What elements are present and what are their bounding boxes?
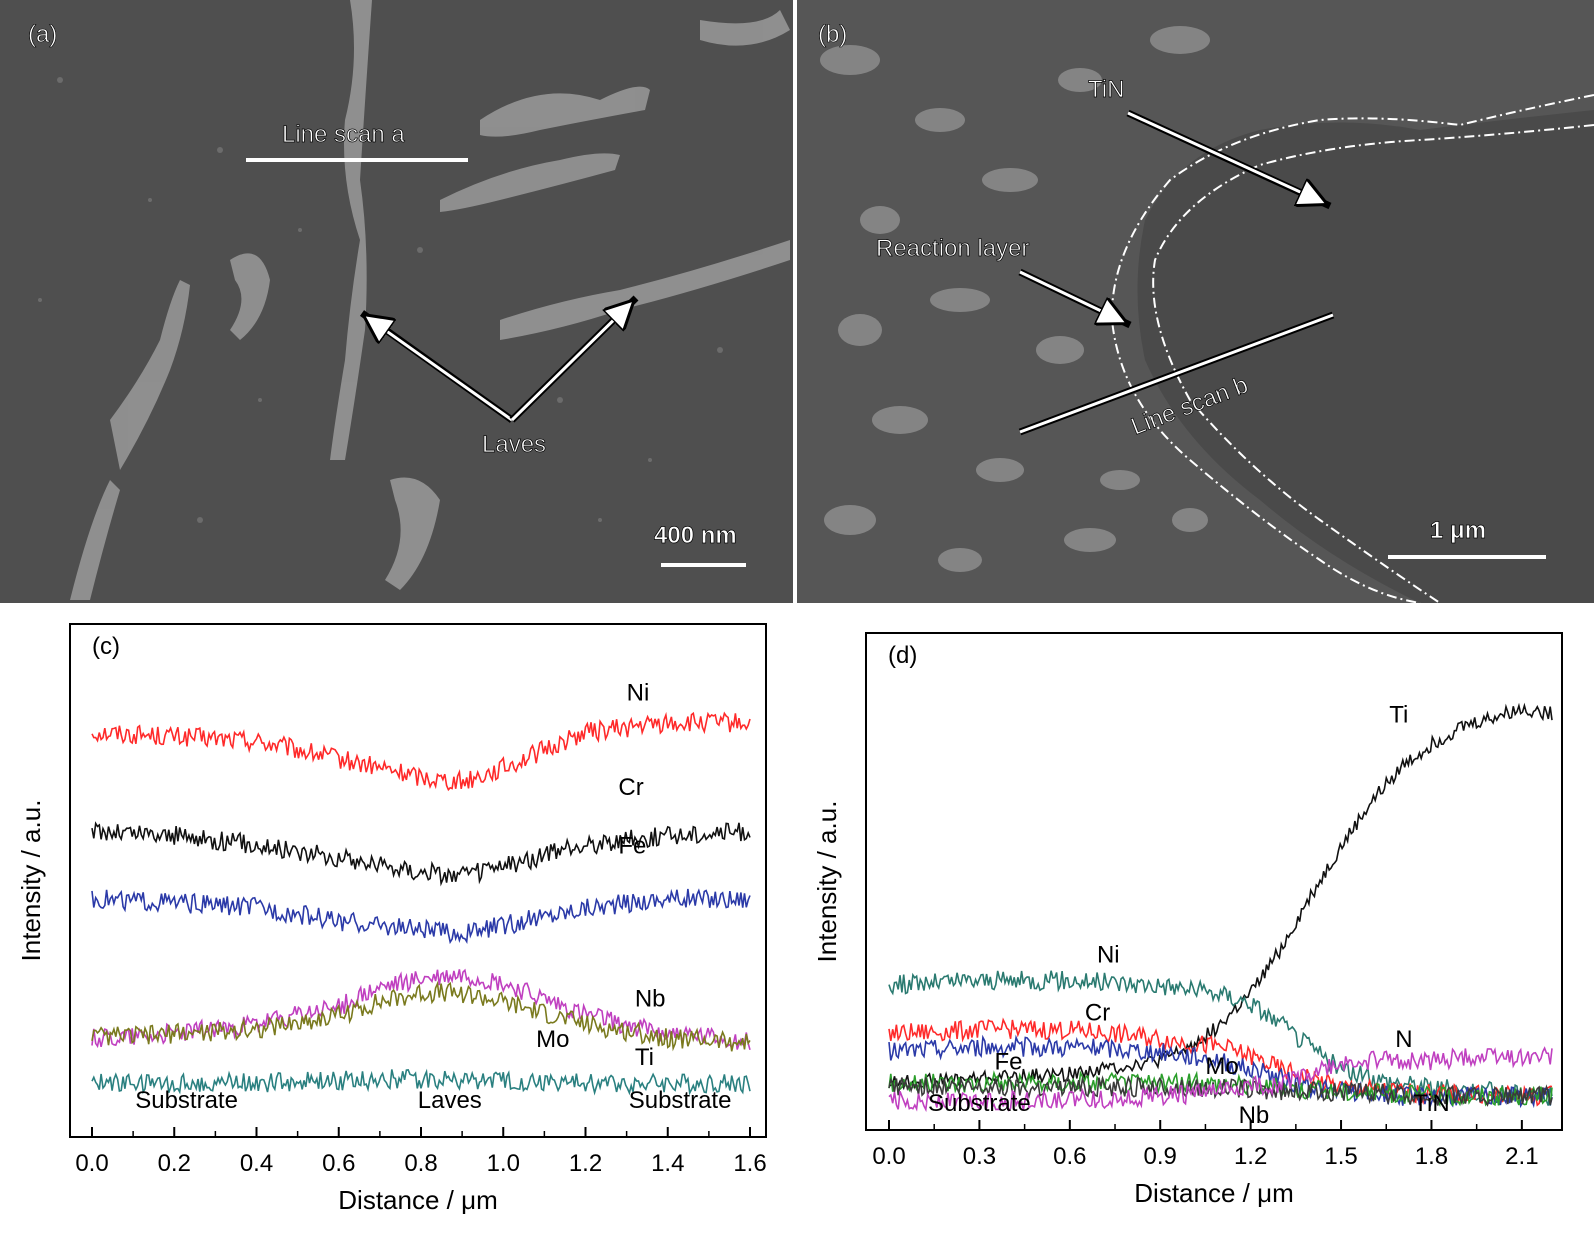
laves-label: Laves — [482, 431, 546, 458]
line-scan-b-marker-inner — [1019, 313, 1334, 434]
sem-speckle-a — [38, 77, 723, 523]
series-label-mo: Mo — [1205, 1053, 1238, 1080]
series-line-ti — [888, 702, 1553, 1091]
series-label-cr: Cr — [618, 774, 643, 801]
series-label-cr: Cr — [1085, 999, 1110, 1026]
x-axis-label: Distance / μm — [1134, 1178, 1293, 1208]
x-axis-label: Distance / μm — [338, 1185, 497, 1215]
plot-frame — [69, 623, 767, 1138]
series-line-nb — [888, 1075, 1553, 1107]
series-line-n — [888, 1046, 1553, 1113]
chart-c: (c) 0.0 0.2 0.4 0.6 0.8 1.0 1.2 1.4 1.6 Distance /… — [16, 623, 767, 1215]
series-label-nb: Nb — [635, 986, 666, 1013]
laves-arrow-left-inner — [368, 318, 513, 422]
sem-image-a — [0, 0, 793, 603]
x-tick-label: 0.6 — [322, 1150, 355, 1177]
panel-a: (a) Line scan a Laves 400 nm — [0, 0, 793, 603]
y-axis-label: Intensity / a.u. — [16, 800, 46, 962]
laves-phase-texture — [70, 0, 790, 600]
reaction-layer-arrow-inner — [1019, 270, 1122, 321]
series-label-nb: Nb — [1239, 1102, 1270, 1129]
series-line-fe — [91, 888, 751, 945]
series-line-ti — [91, 1068, 751, 1096]
x-tick-label: 1.8 — [1415, 1143, 1448, 1170]
x-tick-label: 1.2 — [1234, 1143, 1267, 1170]
plot-frame — [865, 632, 1563, 1131]
substrate-texture-b — [820, 26, 1210, 572]
scale-bar-b-label: 1 μm — [1430, 517, 1486, 544]
region-label: Substrate — [135, 1087, 238, 1114]
laves-arrow-right-inner — [510, 304, 630, 422]
panel-d-tag: (d) — [888, 642, 917, 669]
x-tick-label: 0.0 — [75, 1150, 108, 1177]
panel-a-tag: (a) — [28, 21, 57, 48]
reaction-layer-label: Reaction layer — [876, 235, 1029, 262]
x-tick-label: 1.4 — [651, 1150, 684, 1177]
region-label: Laves — [418, 1087, 482, 1114]
x-tick-label: 1.5 — [1324, 1143, 1357, 1170]
x-tick-label: 0.3 — [963, 1143, 996, 1170]
x-tick-label: 2.1 — [1505, 1143, 1538, 1170]
chart-d: (d) 0.0 0.3 0.6 0.9 1.2 1.5 1.8 2.1 Distance / μm… — [812, 632, 1563, 1208]
x-tick-label: 1.2 — [569, 1150, 602, 1177]
tin-arrow-inner — [1127, 111, 1322, 202]
series-line-fe — [888, 1034, 1553, 1109]
x-tick-label: 0.4 — [240, 1150, 273, 1177]
region-label: Substrate — [928, 1090, 1031, 1117]
x-tick-label: 0.8 — [404, 1150, 437, 1177]
x-tick-label: 1.0 — [487, 1150, 520, 1177]
scale-bar-a-label: 400 nm — [654, 522, 737, 549]
panel-b: (b) TiN Reaction layer Line scan b 1 μm — [797, 0, 1594, 604]
panel-b-tag: (b) — [818, 21, 847, 48]
series-label-ti: Ti — [635, 1044, 654, 1071]
series-label-n: N — [1395, 1026, 1412, 1053]
series-line-cr — [91, 821, 751, 887]
series-label-ti: Ti — [1389, 701, 1408, 728]
series-line-nb — [91, 968, 751, 1051]
series-line-ni — [91, 711, 751, 792]
series-label-fe: Fe — [994, 1048, 1022, 1075]
series-label-ni: Ni — [1097, 942, 1120, 969]
series-label-mo: Mo — [536, 1026, 569, 1053]
region-label: Substrate — [629, 1087, 732, 1114]
tin-label: TiN — [1088, 76, 1124, 103]
y-axis-label: Intensity / a.u. — [812, 801, 842, 963]
series-line-mo — [888, 1070, 1553, 1108]
reaction-layer-outer-boundary — [1110, 94, 1594, 604]
tin-particle — [1137, 110, 1594, 603]
region-label: TiN — [1413, 1090, 1449, 1117]
reaction-layer-inner-boundary — [1152, 124, 1594, 604]
series-line-mo — [91, 980, 751, 1052]
x-tick-label: 0.6 — [1053, 1143, 1086, 1170]
x-tick-label: 0.9 — [1144, 1143, 1177, 1170]
series-label-ni: Ni — [627, 680, 650, 707]
line-scan-a-label: Line scan a — [282, 121, 405, 148]
x-tick-label: 1.6 — [733, 1150, 766, 1177]
panel-c-tag: (c) — [92, 633, 120, 660]
series-label-fe: Fe — [618, 833, 646, 860]
series-line-ni — [888, 970, 1553, 1106]
x-tick-label: 0.2 — [158, 1150, 191, 1177]
x-tick-label: 0.0 — [872, 1143, 905, 1170]
